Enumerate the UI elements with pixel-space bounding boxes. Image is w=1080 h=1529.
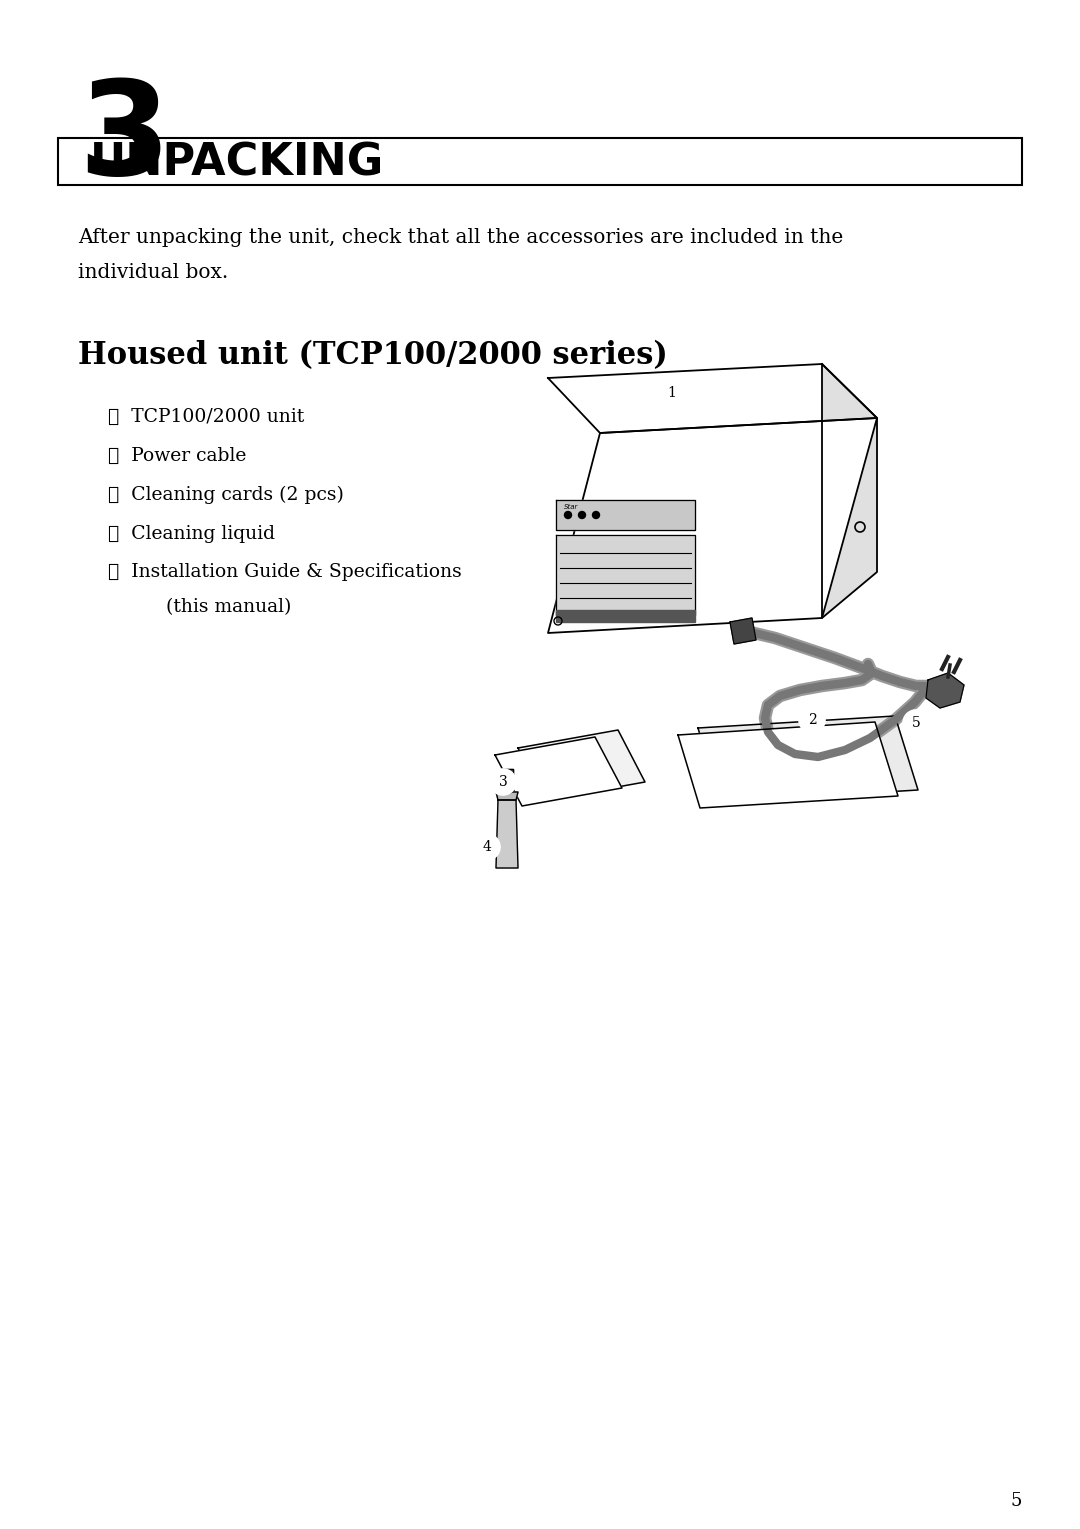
Polygon shape bbox=[926, 673, 964, 708]
Polygon shape bbox=[503, 780, 511, 792]
Circle shape bbox=[659, 381, 685, 407]
Circle shape bbox=[799, 706, 825, 732]
Text: individual box.: individual box. bbox=[78, 263, 228, 281]
Polygon shape bbox=[518, 729, 645, 800]
Text: (this manual): (this manual) bbox=[130, 598, 292, 616]
Polygon shape bbox=[698, 716, 918, 803]
Text: ③  Cleaning cards (2 pcs): ③ Cleaning cards (2 pcs) bbox=[108, 486, 343, 505]
Polygon shape bbox=[556, 500, 696, 531]
Polygon shape bbox=[501, 769, 513, 780]
Text: Housed unit (TCP100/2000 series): Housed unit (TCP100/2000 series) bbox=[78, 339, 667, 372]
Polygon shape bbox=[496, 792, 518, 800]
Polygon shape bbox=[556, 610, 696, 622]
Text: 5: 5 bbox=[912, 716, 920, 729]
Circle shape bbox=[593, 512, 599, 518]
Text: ④  Cleaning liquid: ④ Cleaning liquid bbox=[108, 524, 275, 543]
Text: ⑤  Installation Guide & Specifications: ⑤ Installation Guide & Specifications bbox=[108, 563, 462, 581]
Polygon shape bbox=[730, 618, 756, 644]
Polygon shape bbox=[495, 737, 622, 806]
Circle shape bbox=[903, 709, 929, 735]
Circle shape bbox=[474, 833, 500, 859]
Circle shape bbox=[579, 512, 585, 518]
Text: Star: Star bbox=[564, 505, 579, 511]
Polygon shape bbox=[678, 722, 897, 807]
Text: ①  TCP100/2000 unit: ① TCP100/2000 unit bbox=[108, 408, 305, 427]
Bar bbox=[58, 138, 1022, 185]
Circle shape bbox=[565, 512, 571, 518]
Text: 2: 2 bbox=[808, 713, 816, 726]
Polygon shape bbox=[548, 364, 877, 433]
Text: UNPACKING: UNPACKING bbox=[90, 142, 384, 185]
Polygon shape bbox=[548, 417, 877, 633]
Circle shape bbox=[490, 769, 516, 795]
Polygon shape bbox=[496, 800, 518, 868]
Polygon shape bbox=[822, 364, 877, 618]
Text: 5: 5 bbox=[1011, 1492, 1022, 1511]
Text: After unpacking the unit, check that all the accessories are included in the: After unpacking the unit, check that all… bbox=[78, 228, 843, 248]
Polygon shape bbox=[556, 535, 696, 615]
Text: 3: 3 bbox=[78, 75, 170, 202]
Text: ②  Power cable: ② Power cable bbox=[108, 446, 246, 465]
Text: 3: 3 bbox=[499, 775, 508, 789]
Text: 1: 1 bbox=[667, 385, 676, 401]
Text: 4: 4 bbox=[483, 839, 491, 855]
